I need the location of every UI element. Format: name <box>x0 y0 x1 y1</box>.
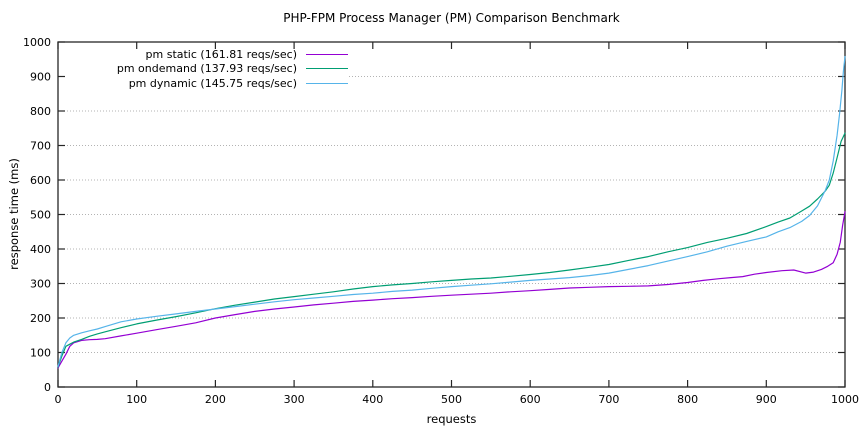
x-tick-label-1000: 1000 <box>831 393 859 406</box>
legend-item-pm-dynamic: pm dynamic (145.75 reqs/sec) <box>58 76 348 91</box>
y-axis-label: response time (ms) <box>7 158 21 270</box>
x-tick-label-600: 600 <box>520 393 541 406</box>
series-line-pm-dynamic <box>57 55 846 367</box>
legend-label-pm-static: pm static (161.81 reqs/sec) <box>145 47 297 61</box>
legend-item-pm-ondemand: pm ondemand (137.93 reqs/sec) <box>58 62 348 77</box>
y-tick-label-0: 0 <box>44 381 51 394</box>
y-tick-label-100: 100 <box>30 347 51 360</box>
y-tick-label-300: 300 <box>30 278 51 291</box>
chart-title: PHP-FPM Process Manager (PM) Comparison … <box>283 11 620 25</box>
x-tick-label-500: 500 <box>441 393 462 406</box>
x-axis-label: requests <box>426 412 477 426</box>
legend-label-pm-ondemand: pm ondemand (137.93 reqs/sec) <box>116 62 297 76</box>
legend: pm static (161.81 reqs/sec) pm ondemand … <box>58 47 348 91</box>
y-tick-label-600: 600 <box>30 174 51 187</box>
x-tick-label-100: 100 <box>126 393 147 406</box>
x-tick-label-700: 700 <box>598 393 619 406</box>
x-tick-label-800: 800 <box>677 393 698 406</box>
series-line-pm-static <box>57 211 846 369</box>
legend-backdrop <box>61 46 349 93</box>
x-tick-label-400: 400 <box>362 393 383 406</box>
y-tick-label-800: 800 <box>30 105 51 118</box>
legend-item-pm-static: pm static (161.81 reqs/sec) <box>58 47 348 62</box>
legend-label-pm-dynamic: pm dynamic (145.75 reqs/sec) <box>128 76 297 90</box>
y-tick-label-200: 200 <box>30 312 51 325</box>
legend-line-sample-pm-dynamic <box>306 82 348 84</box>
x-tick-label-900: 900 <box>756 393 777 406</box>
y-tick-label-700: 700 <box>30 140 51 153</box>
legend-line-sample-pm-static <box>306 53 348 55</box>
x-tick-label-200: 200 <box>205 393 226 406</box>
y-tick-label-900: 900 <box>30 71 51 84</box>
y-tick-label-500: 500 <box>30 209 51 222</box>
series-line-pm-ondemand <box>57 132 846 368</box>
legend-line-sample-pm-ondemand <box>306 68 348 70</box>
x-tick-label-0: 0 <box>55 393 62 406</box>
y-tick-label-400: 400 <box>30 243 51 256</box>
x-tick-label-300: 300 <box>284 393 305 406</box>
y-tick-label-1000: 1000 <box>23 36 51 49</box>
